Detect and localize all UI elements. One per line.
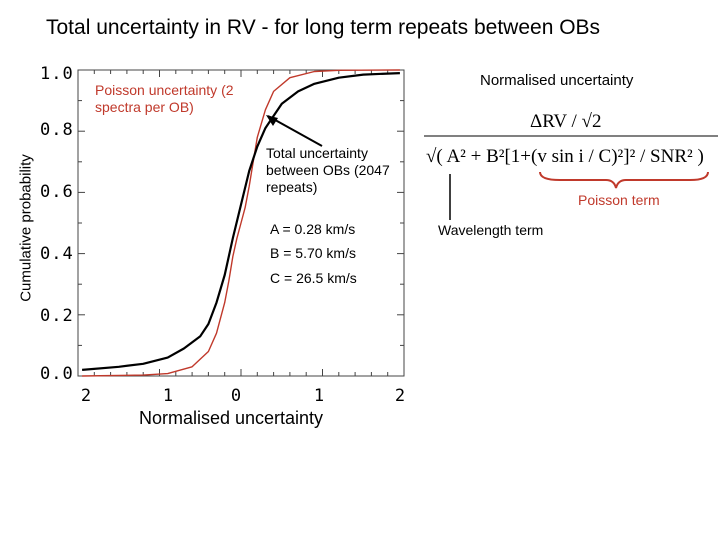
param-c: C = 26.5 km/s bbox=[270, 270, 357, 286]
total-note-arrow bbox=[267, 115, 323, 147]
series-layer bbox=[82, 69, 400, 377]
x-tick-label: 0 bbox=[230, 386, 242, 406]
x-tick-label: 2 bbox=[80, 386, 92, 406]
y-tick-label: 0.8 bbox=[40, 120, 74, 140]
y-tick-label: 0.0 bbox=[40, 364, 74, 384]
poisson-uncertainty-line bbox=[82, 69, 400, 377]
poisson-brace bbox=[539, 171, 709, 189]
formula-numerator: ΔRV / √2 bbox=[530, 111, 602, 132]
param-a: A = 0.28 km/s bbox=[270, 221, 356, 237]
total-uncertainty-note: Total uncertainty between OBs (2047 repe… bbox=[266, 145, 390, 195]
y-tick-label: 0.2 bbox=[40, 306, 74, 326]
normalised-uncertainty-title: Normalised uncertainty bbox=[480, 72, 634, 89]
poisson-term-label: Poisson term bbox=[578, 192, 660, 208]
y-tick-label: 0.4 bbox=[40, 244, 74, 264]
wavelength-term-label: Wavelength term bbox=[438, 222, 544, 238]
formula-denominator: √( A² + B²[1+(v sin i / C)²]² / SNR² ) bbox=[426, 146, 704, 167]
y-tick-label: 0.6 bbox=[40, 182, 74, 202]
total-note-arrowhead bbox=[266, 115, 278, 126]
slide-title: Total uncertainty in RV - for long term … bbox=[46, 16, 601, 39]
x-tick-label: 2 bbox=[394, 386, 406, 406]
x-tick-label: 1 bbox=[162, 386, 174, 406]
param-b: B = 5.70 km/s bbox=[270, 245, 356, 261]
x-axis-label: Normalised uncertainty bbox=[138, 408, 324, 428]
total-uncertainty-line bbox=[82, 72, 400, 371]
y-tick-label: 1.0 bbox=[40, 64, 74, 84]
poisson-uncertainty-note: Poisson uncertainty (2 spectra per OB) bbox=[95, 82, 234, 115]
x-tick-label: 1 bbox=[313, 386, 325, 406]
